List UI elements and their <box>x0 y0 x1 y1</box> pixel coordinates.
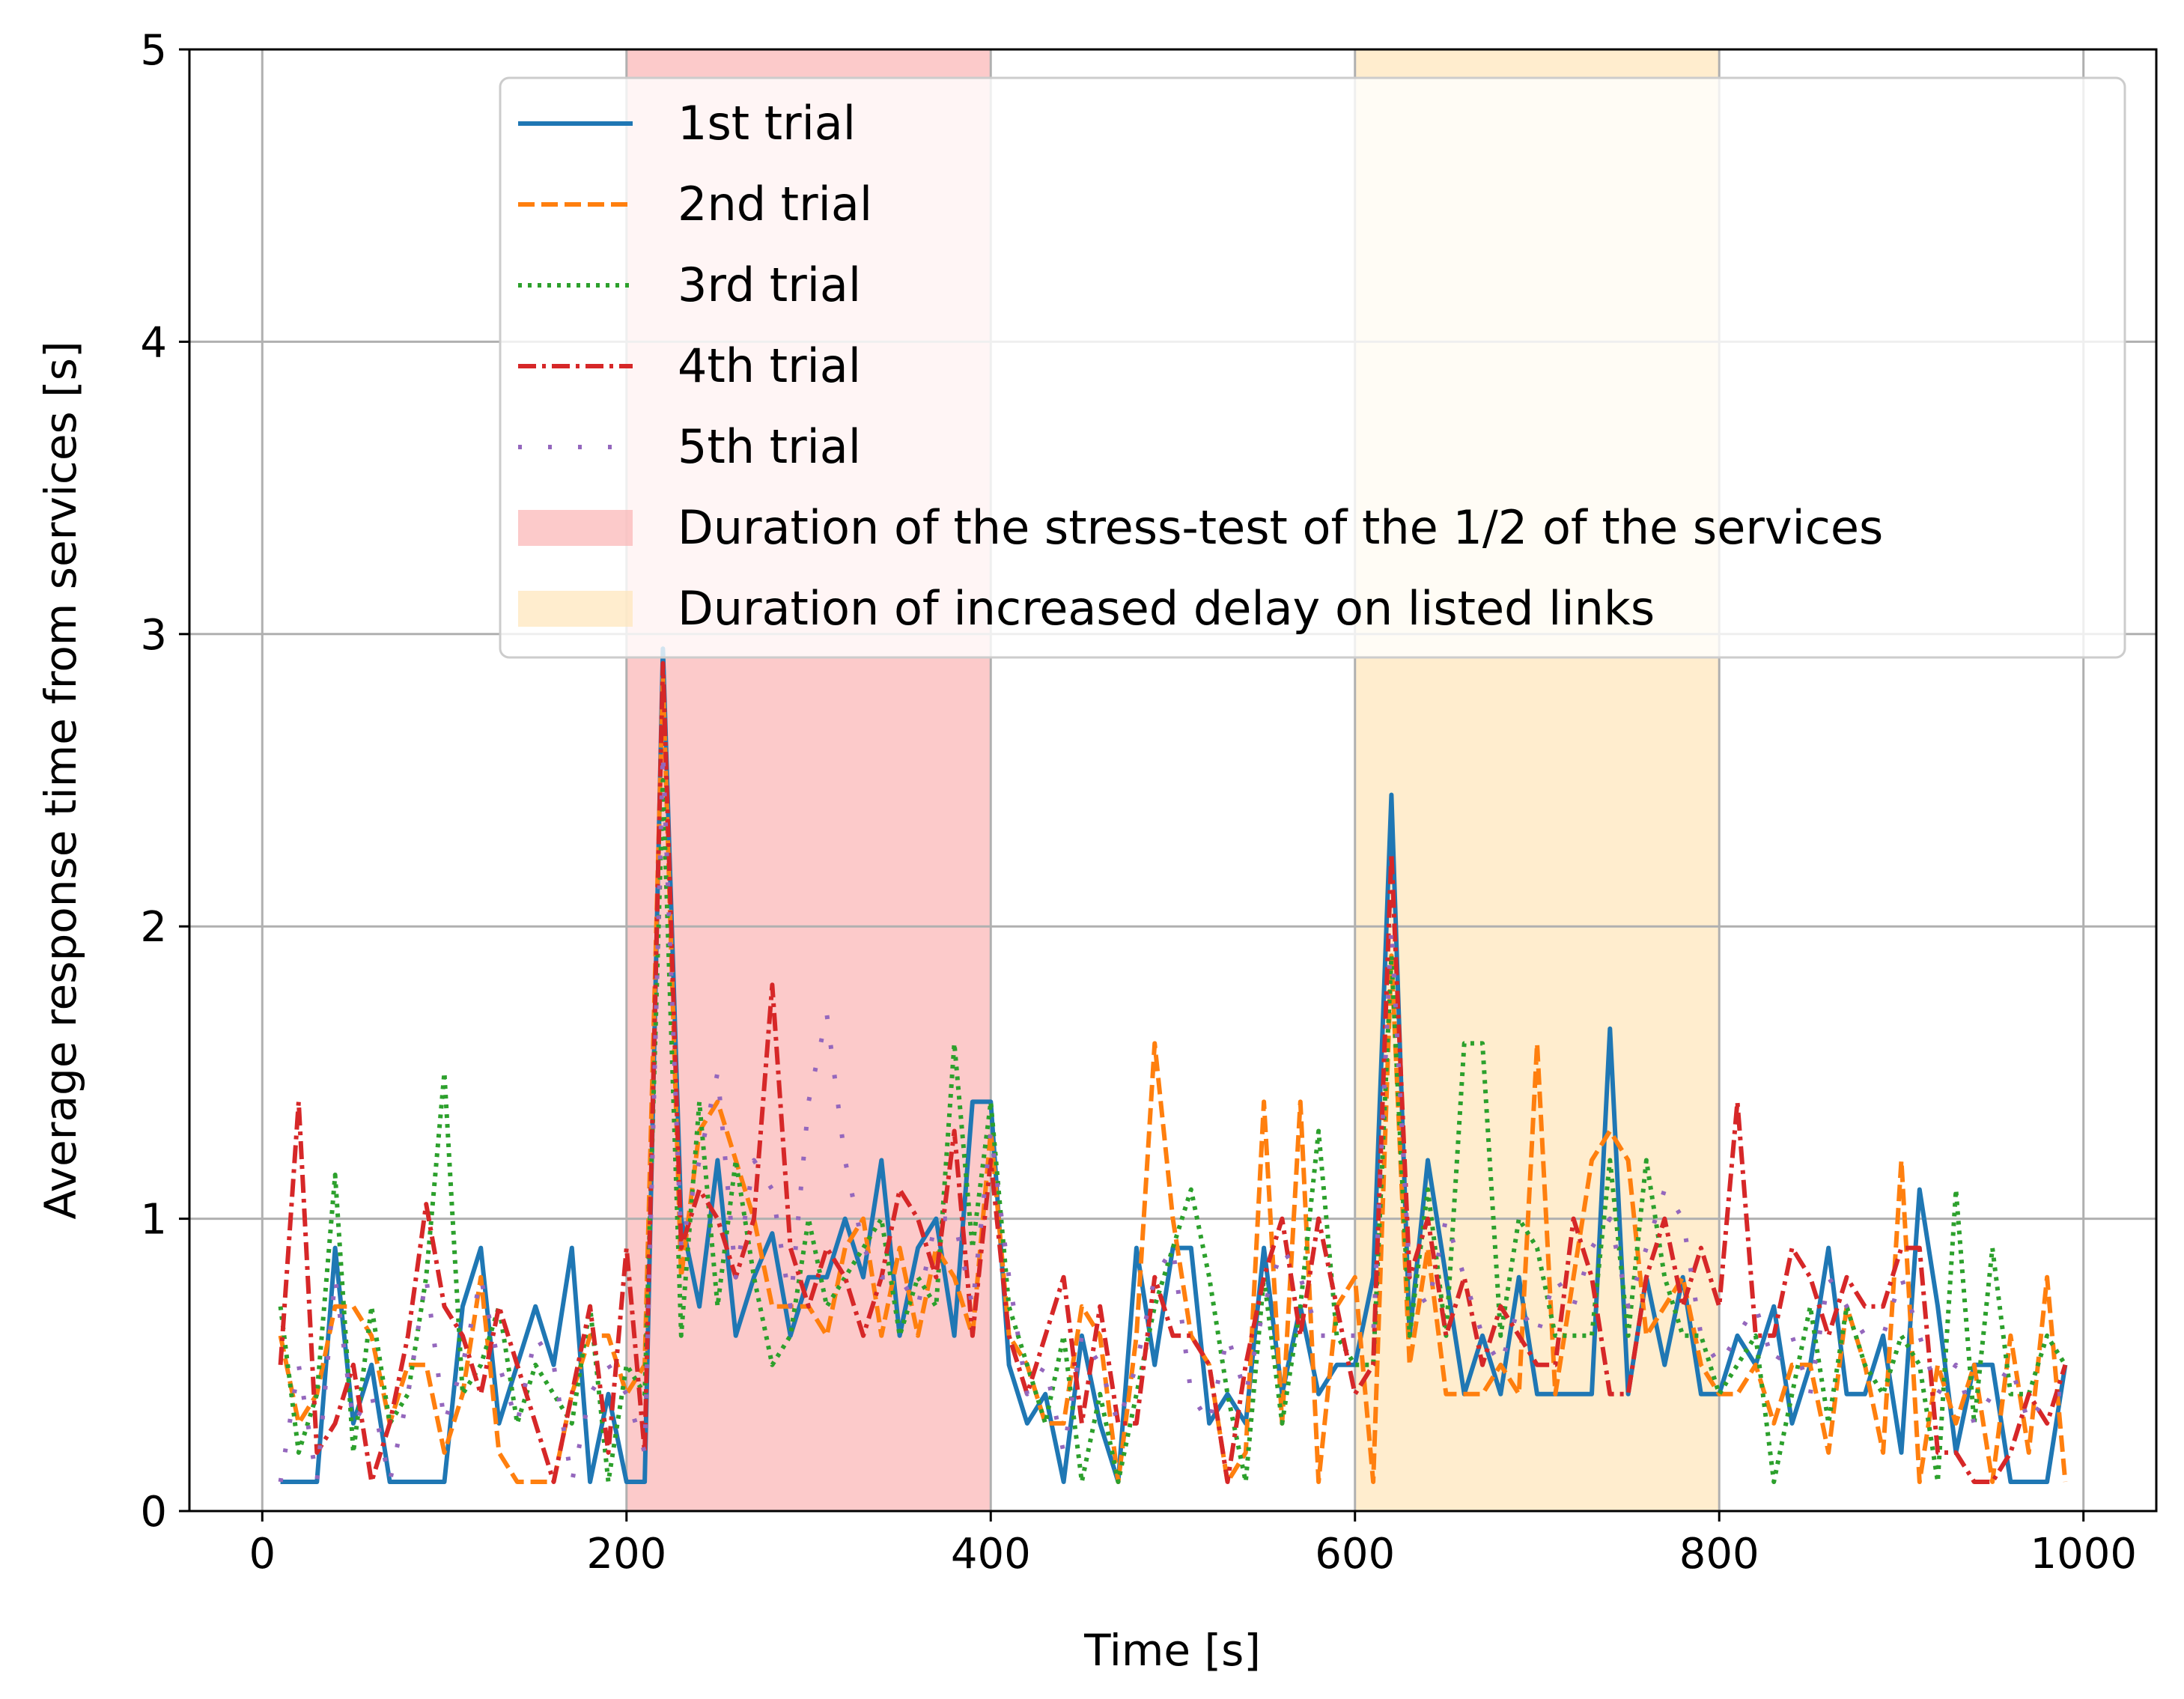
y-tick-label: 1 <box>140 1196 167 1244</box>
legend-label-6: Duration of the stress-test of the 1/2 o… <box>678 500 1883 555</box>
x-tick-label: 600 <box>1315 1530 1395 1578</box>
series-line-3 <box>278 778 2067 1484</box>
y-tick-label: 2 <box>140 903 167 952</box>
series-line-2 <box>278 675 2068 1484</box>
series-line-1 <box>280 646 2068 1484</box>
x-tick-label: 1000 <box>2030 1530 2137 1578</box>
legend-label-2: 2nd trial <box>678 177 872 231</box>
legend-handle-6 <box>518 510 633 546</box>
legend-box <box>499 76 2126 659</box>
y-tick-label: 3 <box>140 611 167 660</box>
legend-label-7: Duration of increased delay on listed li… <box>678 581 1655 636</box>
y-axis-label: Average response time from services [s] <box>35 341 86 1219</box>
plot-frame <box>188 48 2158 1513</box>
x-axis-label: Time [s] <box>1083 1625 1261 1676</box>
legend-label-4: 4th trial <box>678 338 861 393</box>
series-line-4 <box>278 660 2068 1484</box>
y-tick-label: 4 <box>140 318 167 367</box>
legend-label-3: 3rd trial <box>678 258 861 312</box>
y-tick-label: 5 <box>140 26 167 75</box>
legend-label-5: 5th trial <box>678 419 861 474</box>
x-tick-label: 200 <box>586 1530 666 1578</box>
series-layer <box>278 646 2068 1484</box>
x-tick-label: 0 <box>249 1530 276 1578</box>
legend-label-1: 1st trial <box>678 96 856 151</box>
series-line-5 <box>278 749 2066 1484</box>
y-tick-label: 0 <box>140 1488 167 1537</box>
x-tick-label: 400 <box>951 1530 1031 1578</box>
ticks-layer: 0 200 400 600 800 1000 0 1 2 3 4 5 <box>140 26 2137 1578</box>
legend: 1st trial 2nd trial 3rd trial 4th trial 5th … <box>499 76 2126 659</box>
x-tick-label: 800 <box>1679 1530 1759 1578</box>
legend-handle-7 <box>518 591 633 627</box>
